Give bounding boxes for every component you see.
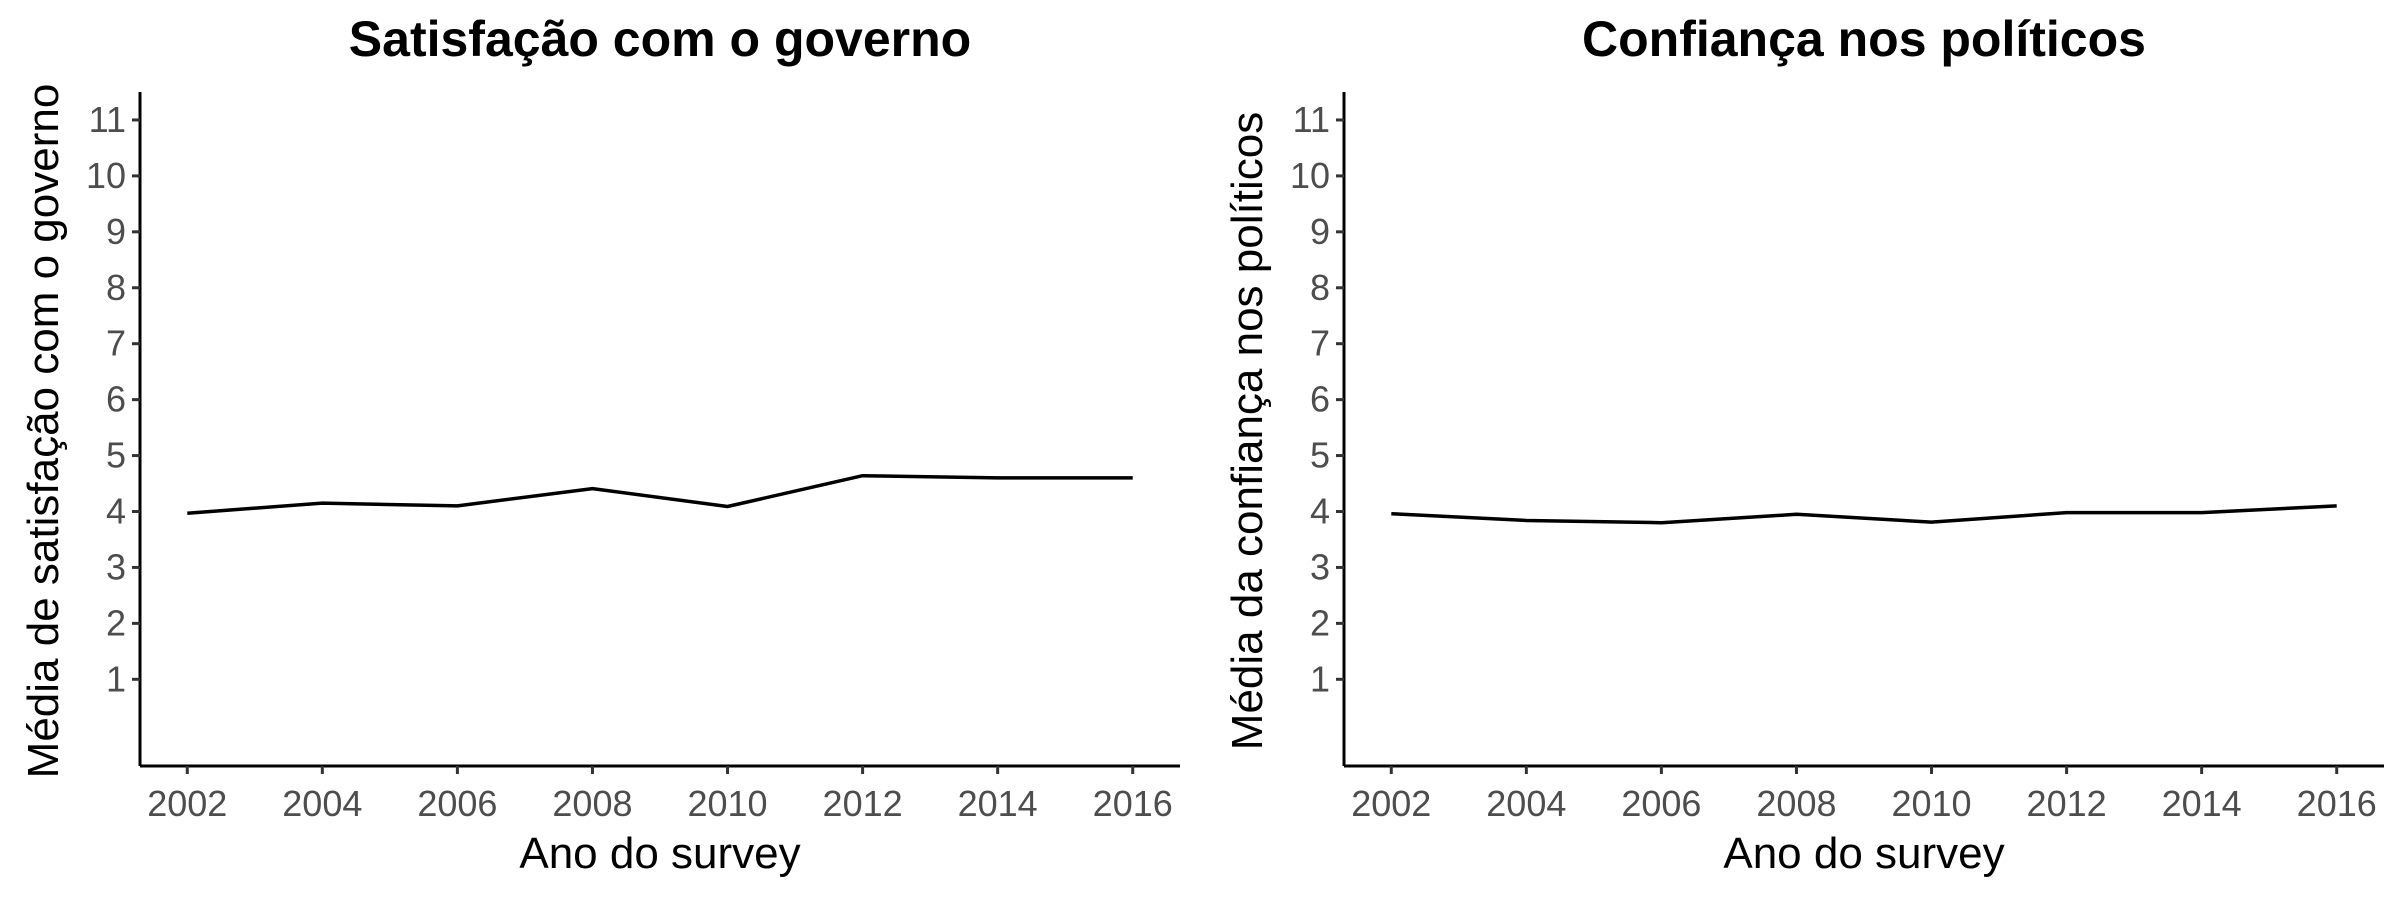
panel-confianca: Confiança nos políticos Média da confian… [1223,11,2384,878]
x-tick-label: 2002 [1351,783,1431,824]
y-tick-label: 6 [106,379,126,420]
y-tick-label: 11 [1293,99,1330,140]
x-tick-label: 2008 [552,783,632,824]
y-tick-label: 1 [1310,658,1330,699]
y-axis-title: Média de satisfação com o governo [19,84,68,779]
chart-title: Satisfação com o governo [349,11,971,67]
y-tick-label: 11 [89,99,126,140]
x-tick-label: 2012 [2027,783,2107,824]
y-tick-label: 10 [1290,155,1330,196]
x-tick-label: 2008 [1756,783,1836,824]
x-tick-label: 2004 [282,783,362,824]
y-tick-label: 1 [106,658,126,699]
x-axis-title: Ano do survey [519,829,800,878]
x-tick-label: 2016 [1093,783,1173,824]
y-tick-label: 6 [1310,379,1330,420]
y-tick-label: 5 [1310,435,1330,476]
y-tick-label: 10 [86,155,126,196]
panel-satisfacao: Satisfação com o governo Média de satisf… [19,11,1180,878]
x-tick-label: 2004 [1486,783,1566,824]
y-tick-label: 9 [106,211,126,252]
chart-title: Confiança nos políticos [1582,11,2146,67]
series-line [187,473,1133,515]
x-tick-label: 2016 [2297,783,2377,824]
y-axis-title: Média da confiança nos políticos [1223,112,1272,750]
y-tick-label: 3 [106,546,126,587]
x-tick-label: 2006 [1621,783,1701,824]
x-tick-label: 2010 [687,783,767,824]
y-tick-label: 2 [1310,602,1330,643]
y-tick-label: 9 [1310,211,1330,252]
y-tick-label: 3 [1310,546,1330,587]
x-axis-title: Ano do survey [1723,829,2004,878]
x-tick-label: 2002 [147,783,227,824]
series-line [1391,504,2337,525]
x-tick-label: 2010 [1891,783,1971,824]
y-tick-label: 2 [106,602,126,643]
y-tick-label: 8 [106,267,126,308]
y-tick-label: 5 [106,435,126,476]
x-tick-label: 2014 [2162,783,2242,824]
y-tick-label: 7 [106,323,126,364]
y-tick-label: 8 [1310,267,1330,308]
y-tick-label: 4 [106,491,126,532]
x-tick-label: 2012 [823,783,903,824]
x-tick-label: 2006 [417,783,497,824]
y-tick-label: 7 [1310,323,1330,364]
y-tick-label: 4 [1310,491,1330,532]
x-tick-label: 2014 [958,783,1038,824]
